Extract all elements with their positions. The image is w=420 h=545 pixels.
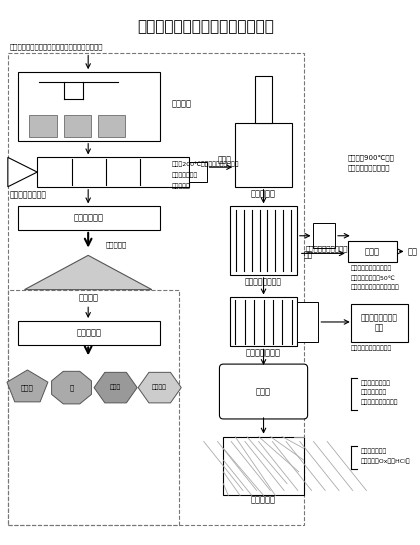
Text: 溶融飛灰スラリー化槽: 溶融飛灰スラリー化槽 — [306, 245, 348, 252]
Bar — [18, 321, 160, 344]
Bar — [189, 162, 207, 182]
Bar — [235, 123, 292, 187]
Text: バグフィルター: バグフィルター — [246, 349, 281, 358]
Text: 金、銀: 金、銀 — [21, 384, 34, 391]
Text: シュレッダーダスト・基盤類・銅等含有スラッジ: シュレッダーダスト・基盤類・銅等含有スラッジ — [10, 44, 103, 50]
Text: 製錬原料: 製錬原料 — [78, 293, 98, 302]
Text: スプリングハンマー設置: スプリングハンマー設置 — [351, 265, 392, 271]
FancyBboxPatch shape — [219, 364, 307, 419]
Bar — [223, 437, 304, 495]
Bar — [64, 115, 91, 137]
Polygon shape — [94, 372, 137, 403]
Text: 副産料: 副産料 — [110, 385, 121, 390]
Text: （ダイオキシン再合成防止）: （ダイオキシン再合成防止） — [351, 285, 399, 290]
Text: 電気: 電気 — [407, 247, 417, 256]
Text: ・排ガス低Ox、低HCl化: ・排ガス低Ox、低HCl化 — [360, 458, 410, 464]
Text: （ダイオキシン対策）: （ダイオキシン対策） — [348, 165, 390, 172]
Text: ・湿式洗浄装置: ・湿式洗浄装置 — [360, 449, 387, 454]
Bar — [8, 289, 179, 525]
Polygon shape — [8, 158, 37, 187]
Text: ・溶融処理: ・溶融処理 — [171, 183, 190, 189]
Bar — [297, 302, 318, 342]
Text: 受入設備: 受入設備 — [171, 99, 192, 108]
Text: 有価金属リサイクル施設フロー図: 有価金属リサイクル施設フロー図 — [137, 20, 274, 34]
Text: 排ガス: 排ガス — [218, 156, 231, 165]
Bar — [348, 241, 397, 262]
Bar — [18, 72, 160, 141]
Bar — [29, 115, 57, 137]
Text: 排熱回収ボイラー: 排熱回収ボイラー — [245, 277, 282, 286]
Bar — [230, 298, 297, 347]
Text: 発電機: 発電機 — [365, 247, 380, 256]
Bar — [313, 223, 335, 249]
Text: ・温度200℃（ダイオキシン対策）: ・温度200℃（ダイオキシン対策） — [171, 161, 239, 167]
Polygon shape — [7, 370, 48, 402]
Text: 製錬原料化: 製錬原料化 — [106, 241, 127, 248]
Bar — [230, 207, 297, 275]
Polygon shape — [138, 372, 181, 403]
Bar — [98, 115, 126, 137]
Text: スラグ破砕機: スラグ破砕機 — [74, 214, 104, 222]
Text: 銅スラグ: 銅スラグ — [152, 385, 167, 390]
Text: 溶融飛灰再資源化
施設: 溶融飛灰再資源化 施設 — [361, 313, 398, 332]
Text: 燃焼温度900℃以上: 燃焼温度900℃以上 — [348, 154, 395, 161]
Polygon shape — [52, 371, 92, 404]
Text: 二次燃焼炉: 二次燃焼炉 — [251, 189, 276, 198]
Text: 銅製錬施設: 銅製錬施設 — [76, 328, 101, 337]
Text: （ダイオキシン分解）: （ダイオキシン分解） — [360, 399, 398, 405]
Text: ・低温触媒採用: ・低温触媒採用 — [360, 390, 387, 395]
Bar — [255, 76, 272, 123]
Text: 触媒塔: 触媒塔 — [256, 387, 271, 396]
Text: ・可燃成分除去: ・可燃成分除去 — [171, 172, 198, 178]
Text: ロータリーキルン: ロータリーキルン — [10, 190, 47, 199]
Text: ・飛灰スラリー配管輸送: ・飛灰スラリー配管輸送 — [351, 346, 392, 351]
Text: 銅: 銅 — [69, 384, 73, 391]
Bar — [351, 304, 407, 342]
Bar — [8, 52, 304, 525]
Bar — [18, 207, 160, 230]
Text: ・出口排ガス温度50℃: ・出口排ガス温度50℃ — [351, 275, 396, 281]
Polygon shape — [24, 256, 152, 289]
Text: スクラバー: スクラバー — [251, 496, 276, 505]
Text: 蒸気: 蒸気 — [304, 251, 313, 260]
Text: ・ペレット型触媒: ・ペレット型触媒 — [360, 380, 391, 385]
Bar — [37, 158, 189, 187]
